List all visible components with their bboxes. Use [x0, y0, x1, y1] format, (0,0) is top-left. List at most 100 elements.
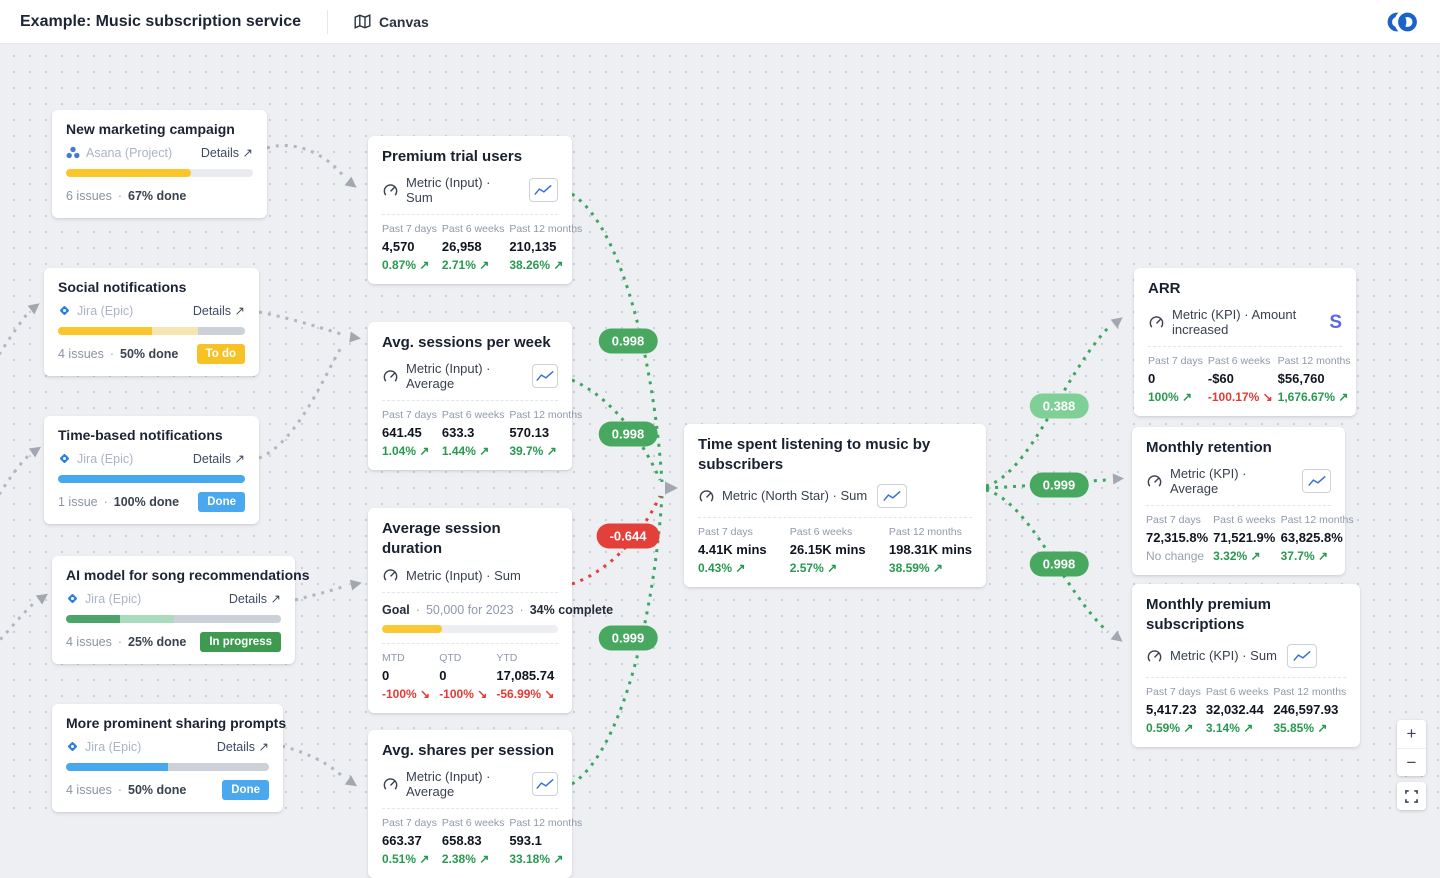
done-percent: 25% done [128, 635, 186, 649]
gauge-icon [698, 489, 715, 503]
fit-view-button[interactable] [1397, 782, 1426, 810]
status-badge: In progress [200, 632, 281, 652]
edge-label[interactable]: 0.998 [599, 329, 658, 354]
metric-card-premium-trial-users[interactable]: Premium trial users Metric (Input) · Sum… [368, 136, 572, 284]
edge-label[interactable]: 0.998 [599, 422, 658, 447]
zoom-in-button[interactable]: + [1397, 720, 1426, 748]
issues-count: 1 issue [58, 495, 98, 509]
metric-card-arr[interactable]: ARR Metric (KPI) · Amount increased S Pa… [1134, 268, 1356, 416]
metric-type-label: Metric (KPI) · Amount increased [1172, 307, 1322, 337]
source-label: Jira (Epic) [85, 592, 141, 606]
period-label: Past 12 months [1273, 686, 1346, 698]
project-card-ai-model[interactable]: AI model for song recommendations Jira (… [52, 556, 295, 664]
metric-value: 4.41K mins [698, 542, 772, 557]
details-link[interactable]: Details ↗ [193, 451, 245, 466]
tab-canvas[interactable]: Canvas [354, 14, 429, 30]
source-label: Jira (Epic) [77, 452, 133, 466]
chart-icon[interactable] [532, 364, 558, 388]
metric-delta: 100% ↗ [1148, 390, 1203, 404]
metric-delta: 2.71% ↗ [442, 258, 504, 272]
period-label: Past 6 weeks [1206, 686, 1268, 698]
metric-delta: No change [1146, 549, 1208, 563]
project-card-sharing-prompts[interactable]: More prominent sharing prompts Jira (Epi… [52, 704, 283, 812]
metric-value: 0 [439, 668, 491, 683]
card-title: Time-based notifications [58, 427, 245, 443]
period-label: Past 6 weeks [442, 409, 504, 421]
metric-card-monthly-retention[interactable]: Monthly retention Metric (KPI) · Average… [1132, 427, 1345, 575]
details-link[interactable]: Details ↗ [193, 303, 245, 318]
project-card-new-marketing-campaign[interactable]: New marketing campaign Asana (Project) D… [52, 110, 267, 218]
period-label: Past 6 weeks [442, 817, 504, 829]
goal-complete: 34% complete [530, 603, 613, 617]
source-label: Asana (Project) [86, 146, 172, 160]
project-card-time-based-notifications[interactable]: Time-based notifications Jira (Epic) Det… [44, 416, 259, 524]
edge-label[interactable]: 0.999 [599, 626, 658, 651]
details-link[interactable]: Details ↗ [217, 739, 269, 754]
progress-bar [58, 327, 245, 335]
separator [112, 783, 128, 797]
metric-delta: 37.7% ↗ [1281, 549, 1354, 563]
edge-label[interactable]: 0.388 [1030, 394, 1089, 419]
separator [104, 347, 120, 361]
progress-segment [58, 327, 152, 335]
done-percent: 50% done [128, 783, 186, 797]
metric-card-avg-shares[interactable]: Avg. shares per session Metric (Input) ·… [368, 730, 572, 878]
metric-card-monthly-premium-subscriptions[interactable]: Monthly premium subscriptions Metric (KP… [1132, 584, 1360, 747]
metric-delta: 2.57% ↗ [790, 561, 871, 575]
metric-value: 658.83 [442, 833, 504, 848]
details-link[interactable]: Details ↗ [201, 145, 253, 160]
tab-canvas-label: Canvas [379, 14, 429, 30]
chart-icon[interactable] [1302, 469, 1331, 493]
jira-icon [66, 592, 79, 605]
chart-icon[interactable] [1287, 644, 1317, 668]
card-title: Premium trial users [382, 147, 558, 167]
progress-segment [58, 475, 245, 483]
chart-icon[interactable] [532, 772, 558, 796]
period-label: Past 7 days [1146, 686, 1201, 698]
chart-icon[interactable] [877, 484, 907, 508]
edge-label[interactable]: -0.644 [597, 524, 660, 549]
metric-value: 246,597.93 [1273, 702, 1346, 717]
card-title: AI model for song recommendations [66, 567, 281, 583]
card-title: Social notifications [58, 279, 245, 295]
metric-card-avg-session-duration[interactable]: Average session duration Metric (Input) … [368, 508, 572, 713]
period-label: Past 6 weeks [442, 223, 504, 235]
metric-delta: 3.14% ↗ [1206, 721, 1268, 735]
edge-label[interactable]: 0.999 [1030, 473, 1089, 498]
app-header: Example: Music subscription service Canv… [0, 0, 1440, 44]
separator [410, 603, 426, 617]
edge-label[interactable]: 0.998 [1030, 552, 1089, 577]
period-label: QTD [439, 652, 491, 664]
goal-label: Goal [382, 603, 410, 617]
chart-icon[interactable] [529, 178, 558, 202]
done-percent: 67% done [128, 189, 186, 203]
fit-view-icon [1405, 790, 1418, 803]
gauge-icon [382, 183, 399, 197]
metric-delta: -56.99% ↘ [496, 687, 558, 701]
metric-value: -$60 [1208, 371, 1273, 386]
canvas[interactable]: 0.998 0.998 -0.644 0.999 0.388 0.999 0.9… [0, 44, 1440, 823]
metric-type-label: Metric (Input) · Average [406, 361, 522, 391]
metric-type-label: Metric (KPI) · Average [1170, 466, 1292, 496]
metric-type-label: Metric (KPI) · Sum [1170, 648, 1277, 663]
issues-count: 4 issues [66, 783, 112, 797]
period-label: Past 12 months [509, 223, 582, 235]
card-title: New marketing campaign [66, 121, 253, 137]
metric-delta: -100.17% ↘ [1208, 390, 1273, 404]
issues-count: 6 issues [66, 189, 112, 203]
metric-value: 72,315.8% [1146, 530, 1208, 545]
metric-delta: 38.26% ↗ [509, 258, 582, 272]
metric-delta: 33.18% ↗ [509, 852, 582, 866]
doubleloop-logo[interactable] [1384, 9, 1420, 35]
details-link[interactable]: Details ↗ [229, 591, 281, 606]
metric-card-avg-sessions[interactable]: Avg. sessions per week Metric (Input) · … [368, 322, 572, 470]
metric-value: 0 [1148, 371, 1203, 386]
gauge-icon [382, 568, 399, 582]
canvas-zoom-toolbar: + − [1397, 720, 1426, 810]
status-badge: To do [197, 344, 245, 364]
zoom-out-button[interactable]: − [1397, 748, 1426, 776]
metric-card-time-spent-listening[interactable]: Time spent listening to music by subscri… [684, 424, 986, 587]
project-card-social-notifications[interactable]: Social notifications Jira (Epic) Details… [44, 268, 259, 376]
metric-value: 4,570 [382, 239, 437, 254]
gauge-icon [1148, 315, 1165, 329]
